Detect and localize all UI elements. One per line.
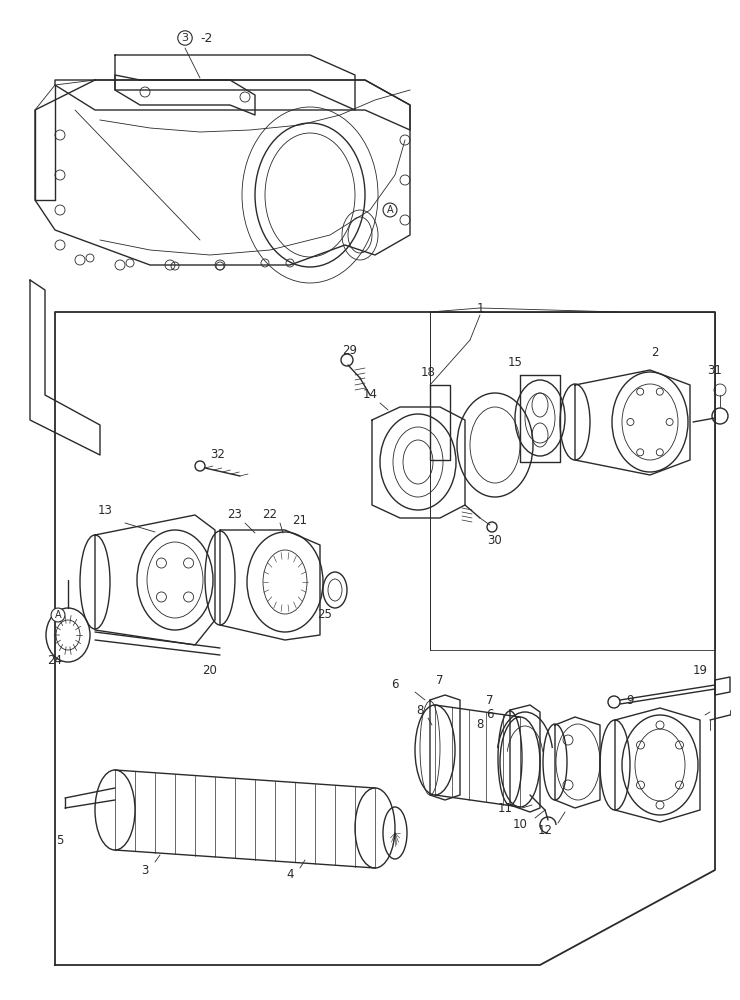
Text: 10: 10 — [513, 818, 528, 832]
Text: 13: 13 — [98, 504, 112, 516]
Circle shape — [195, 461, 205, 471]
Text: A: A — [387, 205, 394, 215]
Text: 32: 32 — [211, 448, 226, 462]
Text: 6: 6 — [486, 708, 494, 722]
Text: 2: 2 — [651, 346, 659, 359]
Text: 3: 3 — [181, 33, 189, 43]
Text: 22: 22 — [263, 508, 278, 522]
Text: 24: 24 — [47, 654, 62, 666]
Text: 30: 30 — [488, 534, 502, 546]
Circle shape — [712, 408, 728, 424]
Text: 23: 23 — [228, 508, 243, 522]
Text: 11: 11 — [497, 802, 513, 814]
Text: 18: 18 — [420, 365, 435, 378]
Text: 7: 7 — [486, 694, 494, 706]
Text: 25: 25 — [317, 608, 332, 621]
Text: 21: 21 — [292, 514, 308, 526]
Text: 7: 7 — [437, 674, 444, 686]
Text: 8: 8 — [417, 704, 424, 716]
Text: 19: 19 — [693, 664, 707, 676]
Text: 4: 4 — [286, 868, 294, 882]
Text: 5: 5 — [56, 834, 64, 846]
Text: 20: 20 — [203, 664, 218, 676]
Text: 8: 8 — [477, 718, 484, 732]
Text: 31: 31 — [707, 363, 722, 376]
Text: 15: 15 — [508, 356, 522, 368]
Text: 6: 6 — [391, 678, 399, 692]
Text: 1: 1 — [477, 302, 484, 314]
Text: 9: 9 — [626, 694, 633, 706]
Text: 14: 14 — [363, 388, 377, 401]
Text: A: A — [55, 610, 61, 620]
Text: 12: 12 — [537, 824, 553, 836]
Circle shape — [487, 522, 497, 532]
Circle shape — [714, 384, 726, 396]
Circle shape — [341, 354, 353, 366]
Text: 29: 29 — [343, 344, 357, 357]
Text: -2: -2 — [200, 31, 212, 44]
Text: 3: 3 — [141, 863, 149, 876]
